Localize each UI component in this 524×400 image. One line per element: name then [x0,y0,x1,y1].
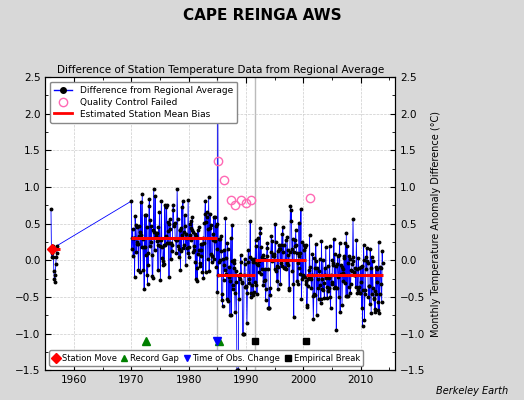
Text: Berkeley Earth: Berkeley Earth [436,386,508,396]
Text: CAPE REINGA AWS: CAPE REINGA AWS [183,8,341,23]
Y-axis label: Monthly Temperature Anomaly Difference (°C): Monthly Temperature Anomaly Difference (… [431,111,441,337]
Title: Difference of Station Temperature Data from Regional Average: Difference of Station Temperature Data f… [57,65,384,75]
Legend: Station Move, Record Gap, Time of Obs. Change, Empirical Break: Station Move, Record Gap, Time of Obs. C… [49,350,363,366]
